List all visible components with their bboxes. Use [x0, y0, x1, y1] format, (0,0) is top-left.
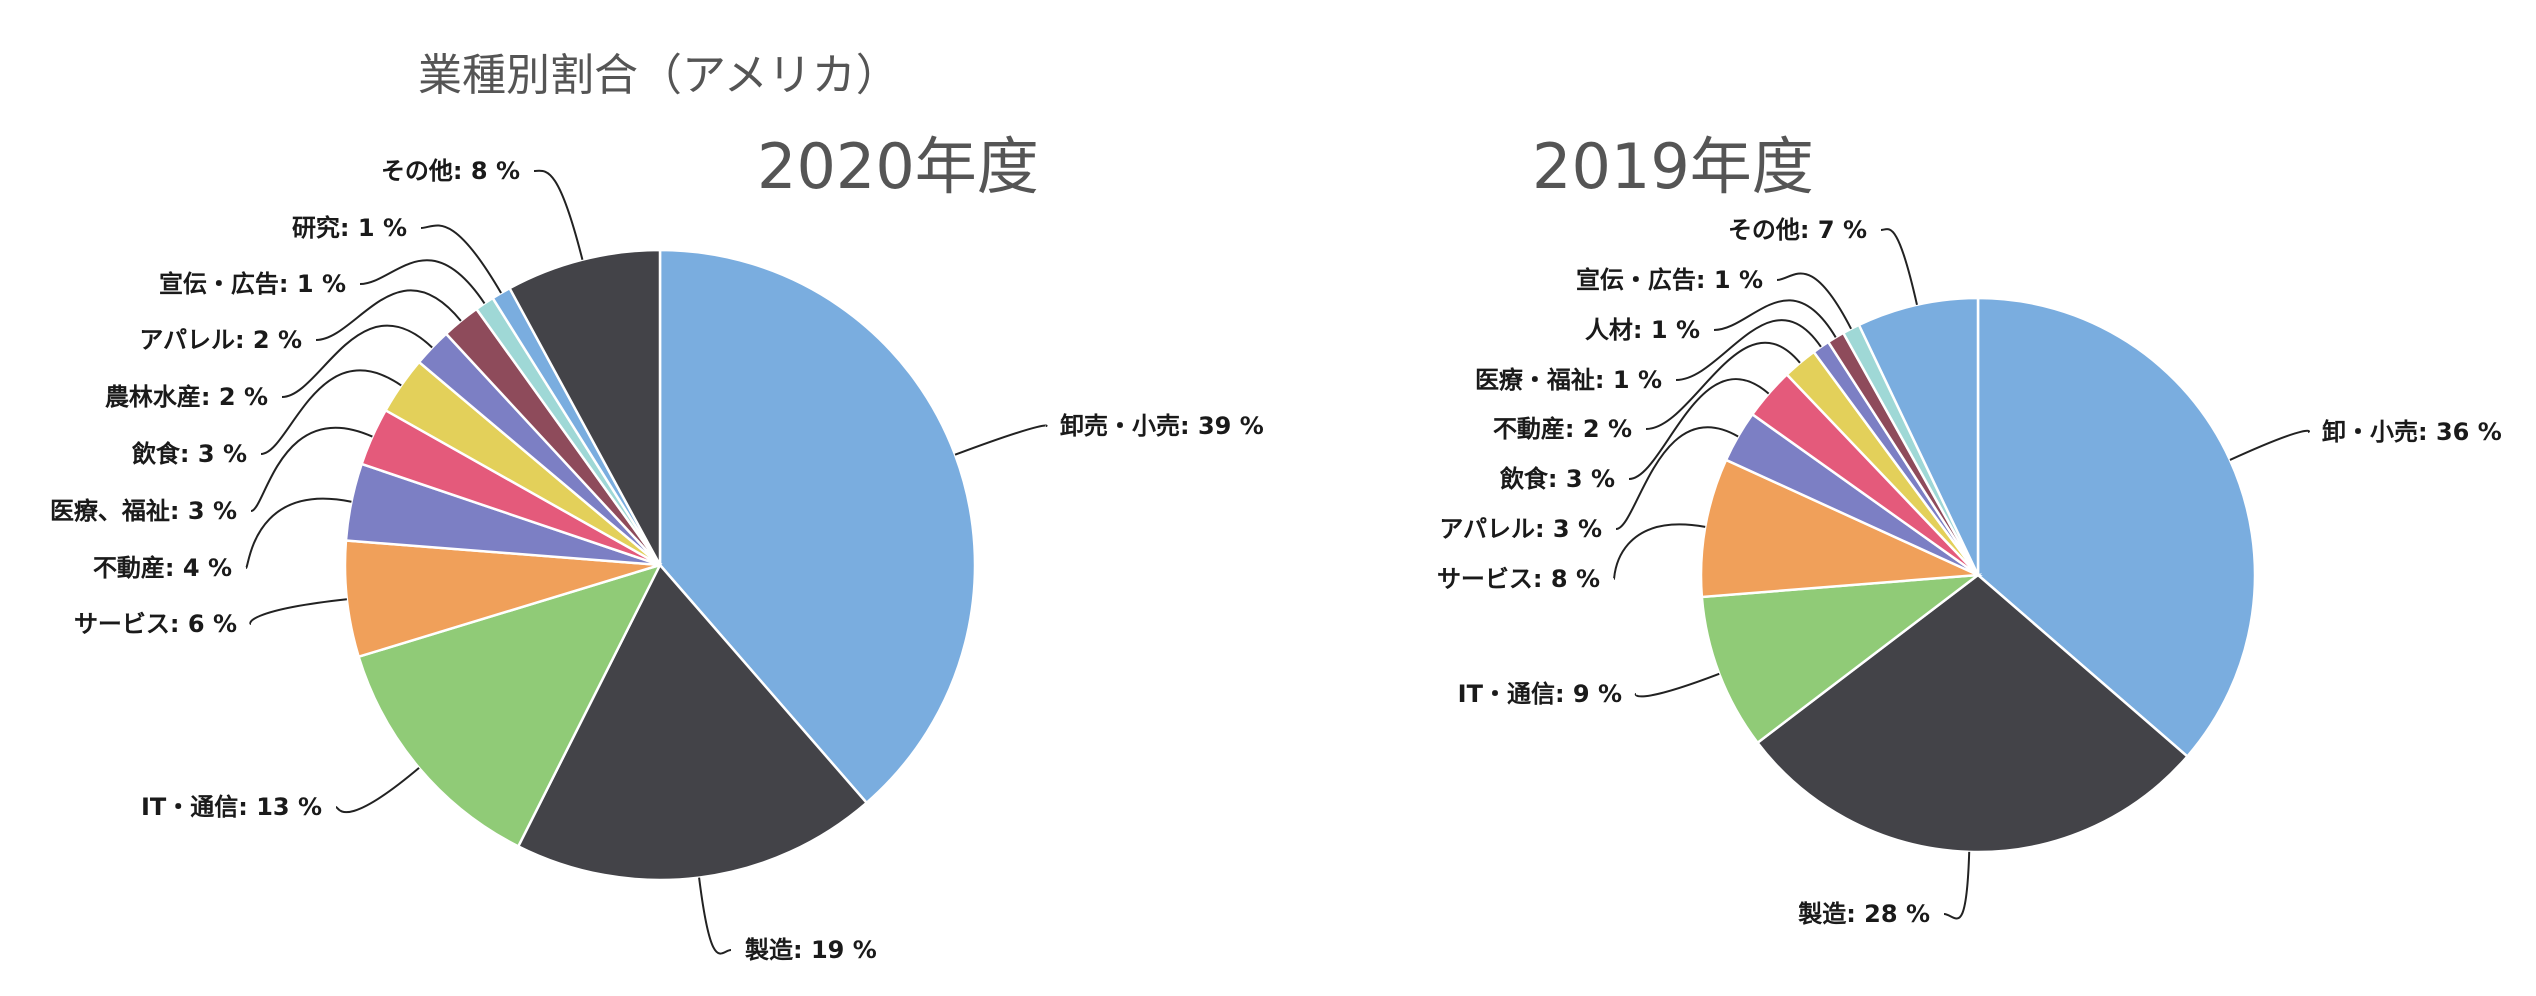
- slice-label-2019-10: その他: 7 %: [1728, 216, 1867, 244]
- slice-label-2019-9: 宣伝・広告: 1 %: [1576, 266, 1763, 294]
- slice-label-2019-7: 医療・福祉: 1 %: [1475, 366, 1662, 394]
- leader-line: [1615, 426, 1739, 530]
- slice-label-2020-9: 宣伝・広告: 1 %: [159, 270, 346, 298]
- leader-line: [2229, 429, 2310, 461]
- leader-line: [1634, 672, 1720, 698]
- slice-label-2020-11: その他: 8 %: [381, 157, 520, 185]
- leader-line: [1645, 342, 1801, 430]
- pie-chart-2020: 卸売・小売: 39 % 製造: 19 % IT・通信: 13 % サービス: 6 % 不…: [50, 157, 1264, 964]
- pie-slice-2019-0: [1976, 296, 2257, 759]
- slice-label-2020-10: 研究: 1 %: [292, 214, 407, 242]
- slice-label-2019-3: サービス: 8 %: [1437, 565, 1600, 593]
- slice-label-2019-0: 卸・小売: 36 %: [2322, 418, 2502, 446]
- slice-label-2019-2: IT・通信: 9 %: [1458, 680, 1622, 708]
- pie-slice-2020-1: [516, 562, 869, 882]
- pie-slice-2020-11: [507, 248, 662, 566]
- leader-line: [1628, 378, 1770, 480]
- pie-slice-2019-10: [1857, 296, 1980, 576]
- leader-line: [335, 767, 420, 814]
- leader-line: [281, 324, 433, 398]
- slice-label-2020-8: アパレル: 2 %: [139, 326, 302, 354]
- chart-title-2019: 2019年度: [1532, 130, 1814, 203]
- slice-label-2020-7: 農林水産: 2 %: [105, 383, 268, 411]
- slice-label-2020-3: サービス: 6 %: [74, 610, 237, 638]
- pie-slice-2020-0: [658, 248, 977, 805]
- slice-label-2020-2: IT・通信: 13 %: [141, 793, 322, 821]
- slice-label-2019-5: 飲食: 3 %: [1499, 465, 1615, 493]
- leader-line: [1776, 272, 1852, 330]
- leader-line: [698, 877, 732, 955]
- slice-label-2020-5: 医療、福祉: 3 %: [50, 497, 237, 525]
- slice-label-2020-1: 製造: 19 %: [745, 936, 877, 964]
- leader-line: [1613, 523, 1706, 580]
- slice-label-2020-4: 不動産: 4 %: [93, 554, 232, 582]
- leader-line: [1675, 319, 1822, 381]
- pie-slice-2019-3: [1699, 458, 1983, 599]
- chart-title-2020: 2020年度: [757, 130, 1039, 203]
- leader-line: [1713, 299, 1837, 338]
- leader-line: [533, 169, 584, 260]
- page-title: 業種別割合（アメリカ）: [418, 50, 900, 101]
- leader-line: [315, 289, 462, 341]
- slice-label-2019-1: 製造: 28 %: [1798, 900, 1930, 928]
- leader-line: [359, 259, 486, 304]
- slice-label-2019-4: アパレル: 3 %: [1439, 515, 1602, 543]
- pie-chart-2019: 卸・小売: 36 % 製造: 28 % IT・通信: 9 % サービス: 8 % アパレ…: [1437, 216, 2502, 928]
- pie-slice-2020-2: [357, 562, 663, 849]
- leader-line: [420, 224, 502, 294]
- leader-line: [1880, 228, 1918, 306]
- leader-line: [954, 424, 1048, 456]
- leader-line: [1943, 851, 1971, 920]
- slice-label-2020-6: 飲食: 3 %: [131, 440, 247, 468]
- leader-line: [249, 598, 347, 625]
- slice-label-2019-8: 人材: 1 %: [1585, 316, 1700, 344]
- leader-line: [245, 497, 352, 569]
- slice-label-2020-0: 卸売・小売: 39 %: [1060, 412, 1264, 440]
- slice-label-2019-6: 不動産: 2 %: [1493, 415, 1632, 443]
- leader-line: [260, 369, 402, 455]
- leader-line: [250, 426, 373, 512]
